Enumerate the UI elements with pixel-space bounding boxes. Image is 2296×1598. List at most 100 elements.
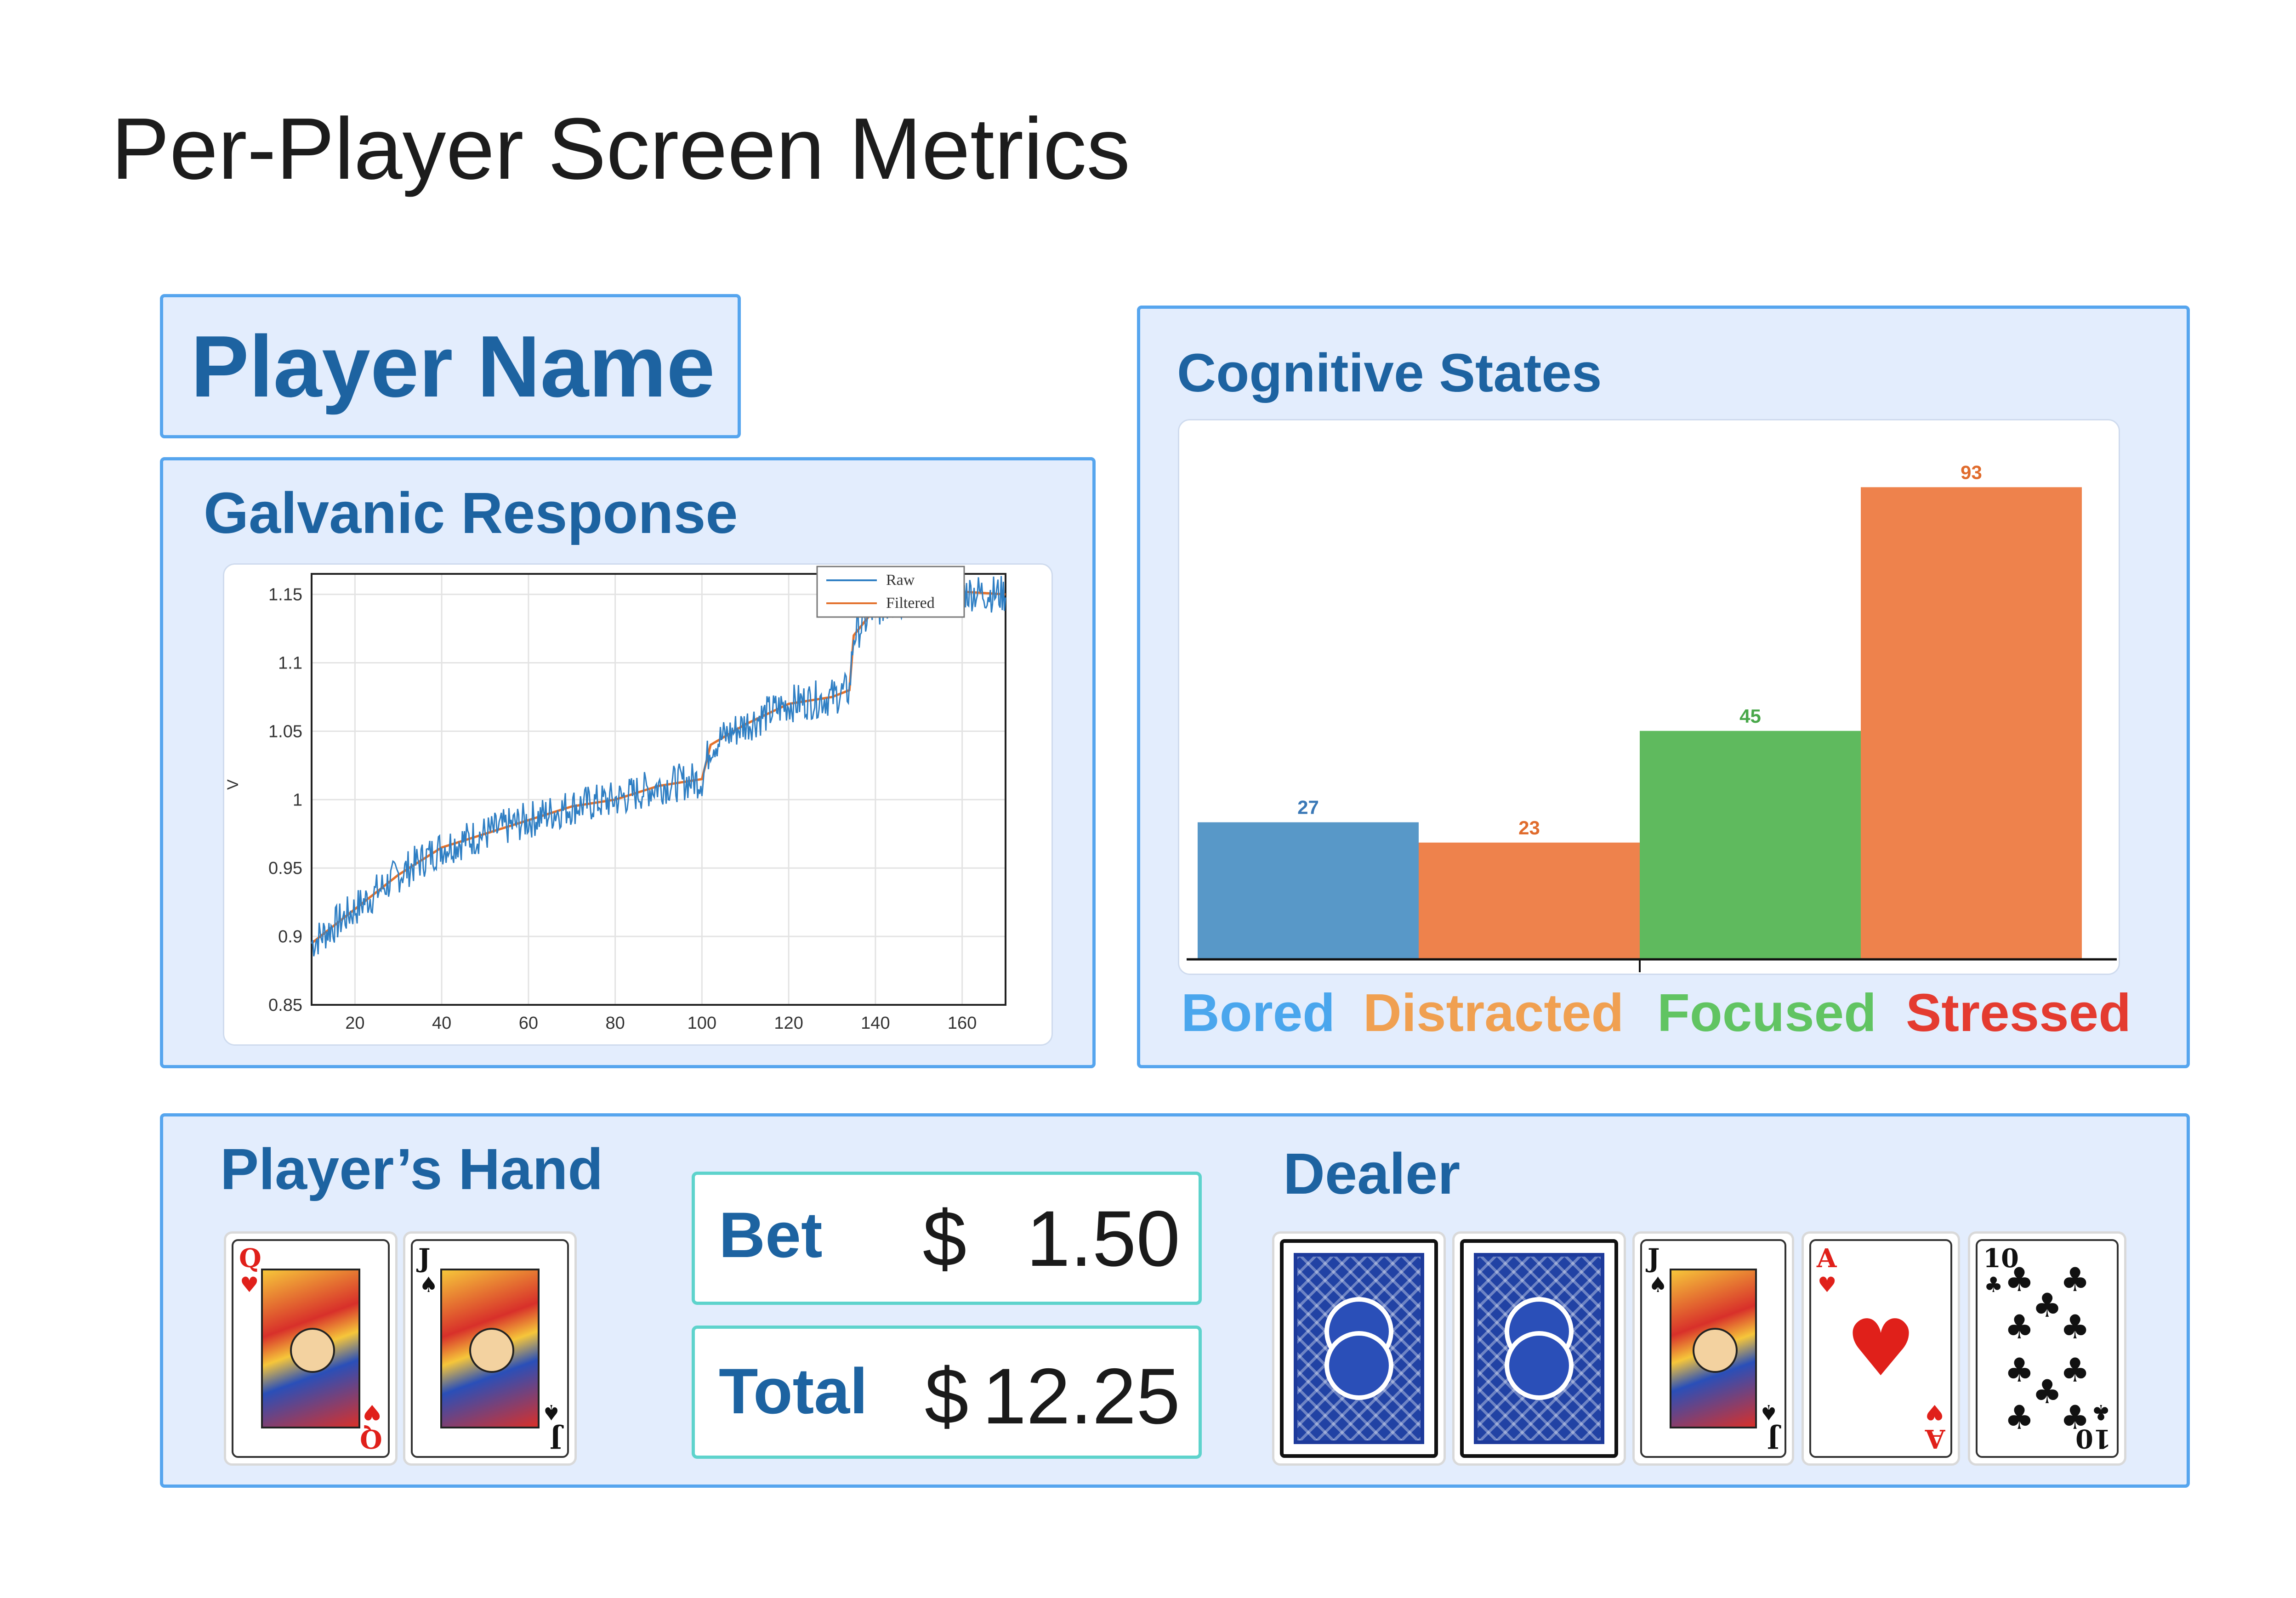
dealer-card: J ♠ J ♠ [1632, 1231, 1794, 1466]
bet-value: $1.50 [923, 1193, 1180, 1284]
bar-focused [1640, 731, 1861, 959]
galvanic-response-chart: 20 40 60 80 100 120 140 160 0.85 0.9 0.95 1 1.05 1.1 1… [224, 566, 1006, 1033]
card-rank: 10 [1983, 1243, 2019, 1274]
bar-stressed [1861, 487, 2082, 959]
card-face: J ♠ J ♠ [1640, 1239, 1786, 1458]
card-back-design [1280, 1239, 1438, 1458]
bar-value-label: 45 [1739, 705, 1761, 727]
gsr-y-axis-label: V [224, 779, 242, 790]
gsr-x-tick-label: 160 [948, 1014, 977, 1033]
gsr-x-tick-label: 100 [688, 1014, 716, 1033]
club-pip-icon: ♣ [2004, 1260, 2035, 1299]
card-face: J ♠ J ♠ [411, 1239, 569, 1458]
card-suit-icon: ♥ [1818, 1272, 1837, 1297]
gsr-x-tick-label: 140 [861, 1014, 890, 1033]
club-pip-icon: ♣ [2032, 1286, 2062, 1325]
card-back-design [1460, 1239, 1618, 1458]
club-pip-icon: ♣ [2032, 1372, 2062, 1411]
card-suit-icon: ♠ [541, 1400, 561, 1425]
dealer-title: Dealer [1283, 1141, 1461, 1206]
state-label-stressed: Stressed [1906, 983, 2131, 1043]
gsr-y-tick-label: 1.1 [278, 654, 302, 673]
card-rank: A [1925, 1423, 1945, 1454]
total-label: Total [719, 1355, 868, 1427]
gsr-legend-label: Raw [886, 572, 915, 589]
gsr-y-tick-label: 0.95 [268, 859, 302, 878]
club-pip-icon: ♣ [2004, 1308, 2035, 1347]
card-rank: A [1817, 1243, 1837, 1274]
card-suit-icon: ♣ [2091, 1400, 2110, 1425]
card-suit-icon: ♠ [1759, 1400, 1778, 1425]
card-rank: J [418, 1243, 431, 1274]
dealer-card: 10 ♣ 10 ♣ ♣ ♣ ♣ ♣ ♣ ♣ ♣ ♣ ♣ ♣ [1968, 1231, 2126, 1466]
card-rank: J [1648, 1243, 1660, 1274]
gsr-y-tick-label: 1.15 [268, 585, 302, 605]
gsr-x-tick-label: 120 [774, 1014, 803, 1033]
card-back-pattern [1294, 1253, 1424, 1444]
bar-distracted [1419, 842, 1640, 959]
card-suit-icon: ♥ [1925, 1400, 1944, 1425]
bar-value-label: 93 [1961, 461, 1982, 483]
state-label-bored: Bored [1181, 983, 1336, 1043]
card-suit-icon: ♣ [1984, 1272, 2003, 1297]
court-face-icon [290, 1328, 335, 1373]
gsr-x-tick-label: 80 [605, 1014, 625, 1033]
card-suit-icon: ♥ [240, 1272, 259, 1297]
club-pip-icon: ♣ [2060, 1260, 2090, 1299]
card-back-medallion [1505, 1331, 1574, 1400]
gsr-x-tick-label: 20 [345, 1014, 364, 1033]
card-rank: Q [239, 1243, 261, 1274]
total-box: Total $12.25 [692, 1326, 1202, 1459]
page-title: Per-Player Screen Metrics [111, 100, 1131, 198]
gsr-legend: Raw Filtered [816, 566, 965, 618]
gsr-filtered-line [311, 590, 1006, 944]
club-pip-icon: ♣ [2060, 1398, 2090, 1437]
gsr-raw-line [311, 574, 1006, 957]
total-value: $12.25 [925, 1351, 1180, 1442]
bar-bored [1198, 822, 1419, 959]
dealer-card: A ♥ A ♥ ♥ [1802, 1231, 1960, 1466]
galvanic-response-title: Galvanic Response [204, 481, 738, 545]
gsr-y-tick-label: 1.05 [268, 722, 302, 741]
bet-currency: $ [922, 1195, 967, 1283]
total-currency: $ [924, 1352, 969, 1440]
card-back-medallion [1324, 1331, 1393, 1400]
card-suit-icon: ♥ [362, 1400, 381, 1425]
gsr-y-tick-label: 1 [293, 790, 302, 810]
gsr-x-tick-label: 40 [432, 1014, 451, 1033]
players-hand-title: Player’s Hand [220, 1137, 603, 1201]
card-rank: J [549, 1423, 562, 1454]
card-suit-icon: ♠ [419, 1272, 438, 1297]
card-back-pattern [1474, 1253, 1604, 1444]
card-face: Q ♥ Q ♥ [232, 1239, 390, 1458]
galvanic-chart-card: 20 40 60 80 100 120 140 160 0.85 0.9 0.95 1 1.05 1.1 1… [223, 563, 1053, 1046]
galvanic-response-panel: Galvanic Response 20 40 60 80 100 120 140 160 0.… [160, 457, 1096, 1068]
gsr-y-tick-label: 0.9 [278, 927, 302, 946]
card-rank: J [1767, 1423, 1779, 1454]
bet-amount: 1.50 [1026, 1195, 1180, 1283]
card-suit-icon: ♠ [1648, 1272, 1668, 1297]
player-card: Q ♥ Q ♥ [224, 1231, 398, 1466]
cognitive-states-title: Cognitive States [1177, 343, 1602, 403]
dealer-card-facedown [1272, 1231, 1446, 1466]
total-amount: 12.25 [982, 1352, 1180, 1440]
state-label-distracted: Distracted [1363, 983, 1624, 1043]
club-pip-icon: ♣ [2004, 1398, 2035, 1437]
court-face-icon [469, 1328, 514, 1373]
card-rank: Q [360, 1423, 382, 1454]
gsr-x-tick-label: 60 [519, 1014, 538, 1033]
player-name-box: Player Name [160, 294, 741, 438]
card-face: 10 ♣ 10 ♣ ♣ ♣ ♣ ♣ ♣ ♣ ♣ ♣ ♣ ♣ [1976, 1239, 2119, 1458]
player-card: J ♠ J ♠ [403, 1231, 577, 1466]
club-pip-icon: ♣ [2060, 1350, 2090, 1389]
dealer-card-facedown [1452, 1231, 1626, 1466]
bar-value-label: 27 [1297, 797, 1319, 818]
ace-heart-icon: ♥ [1846, 1303, 1916, 1394]
cognitive-chart-card: 27 23 45 93 [1178, 419, 2120, 975]
player-name: Player Name [191, 318, 715, 415]
gsr-legend-label: Filtered [886, 595, 935, 612]
gsr-plot-frame [311, 573, 1006, 1006]
gsr-y-tick-label: 0.85 [268, 996, 302, 1015]
club-pip-icon: ♣ [2004, 1350, 2035, 1389]
state-label-focused: Focused [1657, 983, 1876, 1043]
